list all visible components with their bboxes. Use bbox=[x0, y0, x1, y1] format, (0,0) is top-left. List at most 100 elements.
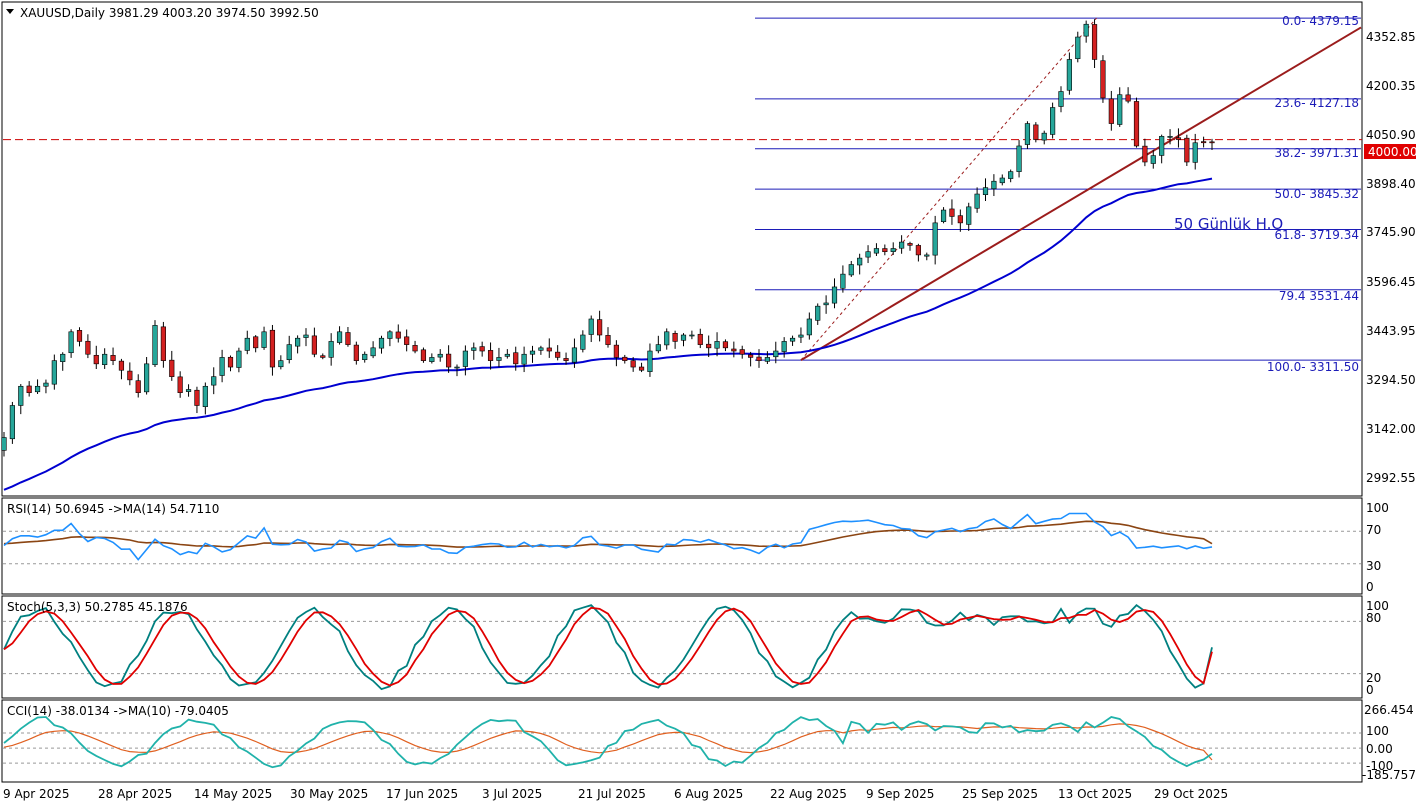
candle-body bbox=[605, 335, 611, 345]
candle-body bbox=[454, 366, 460, 369]
candle-body bbox=[1175, 137, 1182, 140]
candle-body bbox=[555, 351, 561, 358]
candle-body bbox=[269, 329, 276, 368]
candle-body bbox=[991, 180, 997, 190]
candle-body bbox=[1083, 23, 1089, 37]
symbol-header: XAUUSD,Daily 3981.29 4003.20 3974.50 399… bbox=[20, 6, 319, 20]
cci-tick: 0.00 bbox=[1366, 742, 1393, 756]
candle-body bbox=[496, 357, 502, 361]
candle-body bbox=[1192, 142, 1198, 163]
candle-body bbox=[504, 353, 510, 357]
candle-body bbox=[588, 318, 594, 335]
fib-label: 0.0- 4379.15 bbox=[1282, 14, 1359, 28]
stoch-d-line bbox=[3, 606, 1213, 687]
candle-body bbox=[1033, 124, 1039, 140]
cci-panel bbox=[3, 716, 1361, 769]
date-tick: 29 Oct 2025 bbox=[1154, 787, 1228, 801]
candle-body bbox=[18, 385, 24, 406]
candle-body bbox=[773, 350, 779, 358]
stoch-header: Stoch(5,3,3) 50.2785 45.1876 bbox=[7, 600, 188, 614]
price-tick: 3745.90 bbox=[1366, 225, 1416, 239]
fib-label: 100.0- 3311.50 bbox=[1267, 360, 1359, 374]
candle-body bbox=[538, 347, 544, 351]
candle-body bbox=[202, 385, 208, 407]
candle-body bbox=[915, 245, 921, 256]
candle-body bbox=[479, 346, 485, 352]
ma50-annotation: 50 Günlük H.O bbox=[1174, 215, 1283, 233]
rsi-panel bbox=[3, 512, 1361, 565]
candle-body bbox=[848, 264, 854, 276]
candle-body bbox=[1117, 94, 1123, 125]
candle-body bbox=[9, 405, 15, 440]
candle-body bbox=[1058, 91, 1064, 107]
candle-body bbox=[781, 341, 787, 352]
date-tick: 17 Jun 2025 bbox=[386, 787, 458, 801]
price-axis: 4352.85 4200.35 4050.90 3898.40 3745.90 … bbox=[1366, 30, 1416, 485]
candle-body bbox=[899, 241, 905, 249]
candle-body bbox=[831, 286, 838, 304]
candle-body bbox=[185, 389, 192, 392]
candle-body bbox=[211, 376, 217, 386]
candle-body bbox=[680, 334, 687, 341]
stoch-k-line bbox=[3, 604, 1213, 691]
cci-axis: 266.454 100 0.00 -100 -185.757 bbox=[1362, 703, 1416, 782]
candle-body bbox=[462, 350, 468, 367]
candle-body bbox=[521, 353, 527, 365]
candle-body bbox=[194, 389, 200, 406]
cci-line bbox=[3, 716, 1213, 769]
candle-body bbox=[823, 302, 829, 306]
fib-label: 50.0- 3845.32 bbox=[1275, 187, 1360, 201]
cci-tick: -100 bbox=[1366, 759, 1393, 773]
main-panel-frame bbox=[1, 1, 1363, 497]
candle-body bbox=[613, 344, 619, 358]
candle-body bbox=[362, 353, 368, 361]
cci-panel-frame bbox=[1, 699, 1363, 783]
candle-body bbox=[295, 337, 301, 347]
candle-body bbox=[144, 363, 150, 393]
candle-body bbox=[1167, 136, 1173, 138]
stoch-panel-frame bbox=[1, 595, 1363, 699]
candle-body bbox=[714, 341, 720, 349]
current-price-tag: 4000.00 bbox=[1368, 145, 1418, 159]
candle-body bbox=[672, 333, 678, 342]
candle-body bbox=[169, 359, 175, 377]
date-tick: 3 Jul 2025 bbox=[482, 787, 542, 801]
date-tick: 14 May 2025 bbox=[194, 787, 272, 801]
candle-body bbox=[387, 331, 393, 339]
candle-body bbox=[999, 177, 1005, 184]
price-tick: 3294.50 bbox=[1366, 373, 1416, 387]
candle-body bbox=[940, 209, 947, 222]
candle-body bbox=[420, 349, 427, 361]
candle-body bbox=[1041, 132, 1047, 141]
candle-body bbox=[1016, 145, 1022, 172]
candle-body bbox=[655, 344, 661, 352]
candle-body bbox=[85, 340, 91, 355]
candle-body bbox=[1108, 98, 1114, 124]
rsi-panel-frame bbox=[1, 497, 1363, 595]
candle-body bbox=[974, 193, 980, 209]
candle-body bbox=[244, 337, 250, 351]
date-tick: 13 Oct 2025 bbox=[1058, 787, 1132, 801]
price-panel bbox=[1, 17, 1362, 491]
candle-body bbox=[748, 354, 754, 358]
candle-body bbox=[1075, 36, 1081, 59]
candle-body bbox=[227, 356, 234, 368]
candle-body bbox=[152, 325, 158, 366]
fib-label: 79.4 3531.44 bbox=[1279, 289, 1359, 303]
candle-body bbox=[102, 353, 108, 365]
price-tick: 3596.45 bbox=[1366, 275, 1416, 289]
collapse-triangle-icon[interactable] bbox=[6, 9, 14, 14]
candle-body bbox=[840, 273, 846, 289]
candle-body bbox=[1066, 59, 1072, 91]
candle-body bbox=[446, 353, 452, 368]
candle-body bbox=[1133, 101, 1140, 147]
rsi-tick: 0 bbox=[1366, 580, 1374, 594]
candle-body bbox=[1024, 123, 1031, 145]
rsi-axis: 100 70 30 0 bbox=[1366, 501, 1389, 594]
candle-body bbox=[689, 334, 695, 337]
candle-body bbox=[949, 208, 955, 217]
candle-body bbox=[873, 248, 880, 254]
stoch-tick: 0 bbox=[1366, 683, 1374, 697]
price-tick: 4050.90 bbox=[1366, 128, 1416, 142]
